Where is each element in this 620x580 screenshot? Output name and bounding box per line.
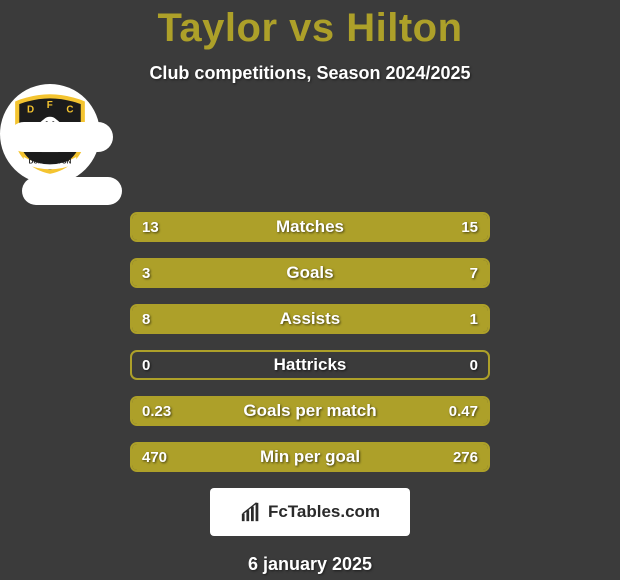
brand-text: FcTables.com: [268, 502, 380, 522]
svg-text:F: F: [47, 100, 53, 111]
stat-label: Assists: [132, 306, 488, 332]
stat-value-right: 276: [453, 444, 478, 470]
stat-value-right: 1: [470, 306, 478, 332]
stat-bar: 13Matches15: [130, 212, 490, 242]
stat-bar: 0.23Goals per match0.47: [130, 396, 490, 426]
stat-value-right: 15: [461, 214, 478, 240]
stat-bar: 3Goals7: [130, 258, 490, 288]
svg-text:C: C: [66, 105, 73, 116]
stat-value-right: 7: [470, 260, 478, 286]
comparison-bars: 13Matches15 3Goals7 8Assists1 0Hattricks0 0.…: [130, 212, 490, 472]
stat-value-right: 0: [470, 352, 478, 378]
svg-text:D: D: [27, 105, 34, 116]
player1-placeholder-bottom: [22, 177, 122, 205]
stat-bar: 470Min per goal276: [130, 442, 490, 472]
brand-badge: FcTables.com: [210, 488, 410, 536]
subtitle: Club competitions, Season 2024/2025: [0, 63, 620, 84]
stat-label: Hattricks: [132, 352, 488, 378]
stat-value-right: 0.47: [449, 398, 478, 424]
brand-logo-icon: [240, 501, 262, 523]
stat-bar: 8Assists1: [130, 304, 490, 334]
svg-text:DUMBARTON: DUMBARTON: [29, 159, 72, 166]
stat-label: Goals: [132, 260, 488, 286]
player1-placeholder-top: [9, 122, 113, 152]
stat-bar: 0Hattricks0: [130, 350, 490, 380]
stat-label: Min per goal: [132, 444, 488, 470]
stat-label: Goals per match: [132, 398, 488, 424]
page-title: Taylor vs Hilton: [0, 0, 620, 51]
date-text: 6 january 2025: [0, 554, 620, 575]
stat-label: Matches: [132, 214, 488, 240]
